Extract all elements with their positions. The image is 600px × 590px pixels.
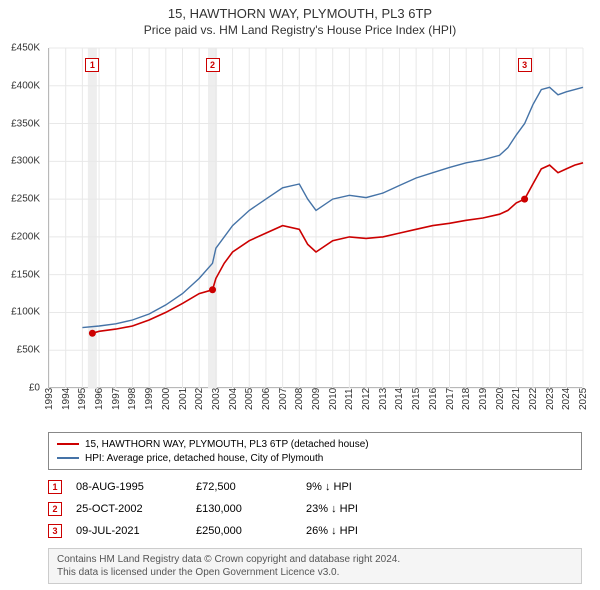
x-tick-label: 2005 xyxy=(244,388,255,410)
marker-box-2: 2 xyxy=(206,58,220,72)
transaction-marker: 2 xyxy=(48,502,62,516)
transaction-row: 1 08-AUG-1995£72,5009% ↓ HPI xyxy=(48,476,582,498)
x-tick-label: 2006 xyxy=(261,388,272,410)
legend-box: 15, HAWTHORN WAY, PLYMOUTH, PL3 6TP (det… xyxy=(48,432,582,470)
x-tick-label: 2016 xyxy=(428,388,439,410)
x-tick-label: 2001 xyxy=(178,388,189,410)
x-tick-label: 2000 xyxy=(161,388,172,410)
footer-attribution: Contains HM Land Registry data © Crown c… xyxy=(48,548,582,584)
transaction-date: 09-JUL-2021 xyxy=(76,525,196,537)
x-tick-label: 2022 xyxy=(528,388,539,410)
x-tick-label: 2017 xyxy=(445,388,456,410)
x-tick-label: 1995 xyxy=(77,388,88,410)
y-tick-label: £150K xyxy=(11,269,40,280)
footer-line1: Contains HM Land Registry data © Crown c… xyxy=(57,553,573,566)
legend-swatch xyxy=(57,443,79,445)
x-tick-label: 2019 xyxy=(478,388,489,410)
legend-item: HPI: Average price, detached house, City… xyxy=(57,451,573,465)
x-tick-label: 2018 xyxy=(461,388,472,410)
chart-container: 15, HAWTHORN WAY, PLYMOUTH, PL3 6TP Pric… xyxy=(0,0,600,590)
x-tick-label: 2014 xyxy=(394,388,405,410)
transaction-date: 25-OCT-2002 xyxy=(76,503,196,515)
x-tick-label: 2004 xyxy=(228,388,239,410)
transaction-marker: 3 xyxy=(48,524,62,538)
transaction-delta: 23% ↓ HPI xyxy=(306,503,426,515)
x-tick-label: 2025 xyxy=(578,388,589,410)
x-tick-label: 1998 xyxy=(127,388,138,410)
legend-label: HPI: Average price, detached house, City… xyxy=(85,453,323,464)
x-tick-label: 2008 xyxy=(294,388,305,410)
chart-title: 15, HAWTHORN WAY, PLYMOUTH, PL3 6TP xyxy=(0,6,600,21)
transaction-delta: 9% ↓ HPI xyxy=(306,481,426,493)
x-tick-label: 1996 xyxy=(94,388,105,410)
chart-plot-area: 1 2 3 xyxy=(48,48,582,388)
x-tick-label: 1999 xyxy=(144,388,155,410)
legend-label: 15, HAWTHORN WAY, PLYMOUTH, PL3 6TP (det… xyxy=(85,439,369,450)
title-block: 15, HAWTHORN WAY, PLYMOUTH, PL3 6TP Pric… xyxy=(0,0,600,37)
transaction-row: 3 09-JUL-2021£250,00026% ↓ HPI xyxy=(48,520,582,542)
x-tick-label: 2003 xyxy=(211,388,222,410)
x-tick-label: 2023 xyxy=(545,388,556,410)
transactions-table: 1 08-AUG-1995£72,5009% ↓ HPI 2 25-OCT-2002£… xyxy=(48,476,582,542)
y-tick-label: £200K xyxy=(11,231,40,242)
x-tick-label: 1993 xyxy=(44,388,55,410)
x-tick-label: 2002 xyxy=(194,388,205,410)
x-tick-label: 2013 xyxy=(378,388,389,410)
y-tick-label: £300K xyxy=(11,156,40,167)
transaction-price: £130,000 xyxy=(196,503,306,515)
legend-item: 15, HAWTHORN WAY, PLYMOUTH, PL3 6TP (det… xyxy=(57,437,573,451)
y-tick-label: £100K xyxy=(11,307,40,318)
transaction-row: 2 25-OCT-2002£130,00023% ↓ HPI xyxy=(48,498,582,520)
x-tick-label: 2009 xyxy=(311,388,322,410)
x-axis-ticks: 1993199419951996199719981999200020012002… xyxy=(48,390,582,430)
x-tick-label: 2015 xyxy=(411,388,422,410)
transaction-marker: 1 xyxy=(48,480,62,494)
x-tick-label: 2024 xyxy=(561,388,572,410)
marker-box-1: 1 xyxy=(85,58,99,72)
y-tick-label: £0 xyxy=(29,383,40,394)
transaction-date: 08-AUG-1995 xyxy=(76,481,196,493)
marker-box-3: 3 xyxy=(518,58,532,72)
legend-swatch xyxy=(57,457,79,459)
y-tick-label: £50K xyxy=(17,345,40,356)
transaction-delta: 26% ↓ HPI xyxy=(306,525,426,537)
x-tick-label: 2007 xyxy=(278,388,289,410)
transaction-price: £72,500 xyxy=(196,481,306,493)
x-tick-label: 2020 xyxy=(495,388,506,410)
y-tick-label: £250K xyxy=(11,194,40,205)
chart-subtitle: Price paid vs. HM Land Registry's House … xyxy=(0,23,600,37)
x-tick-label: 1994 xyxy=(61,388,72,410)
y-tick-label: £350K xyxy=(11,118,40,129)
y-tick-label: £450K xyxy=(11,43,40,54)
x-tick-label: 1997 xyxy=(111,388,122,410)
y-axis-ticks: £0£50K£100K£150K£200K£250K£300K£350K£400… xyxy=(0,48,44,388)
x-tick-label: 2012 xyxy=(361,388,372,410)
chart-svg xyxy=(49,48,582,387)
x-tick-label: 2011 xyxy=(344,388,355,410)
footer-line2: This data is licensed under the Open Gov… xyxy=(57,566,573,579)
x-tick-label: 2010 xyxy=(328,388,339,410)
transaction-price: £250,000 xyxy=(196,525,306,537)
y-tick-label: £400K xyxy=(11,80,40,91)
x-tick-label: 2021 xyxy=(511,388,522,410)
